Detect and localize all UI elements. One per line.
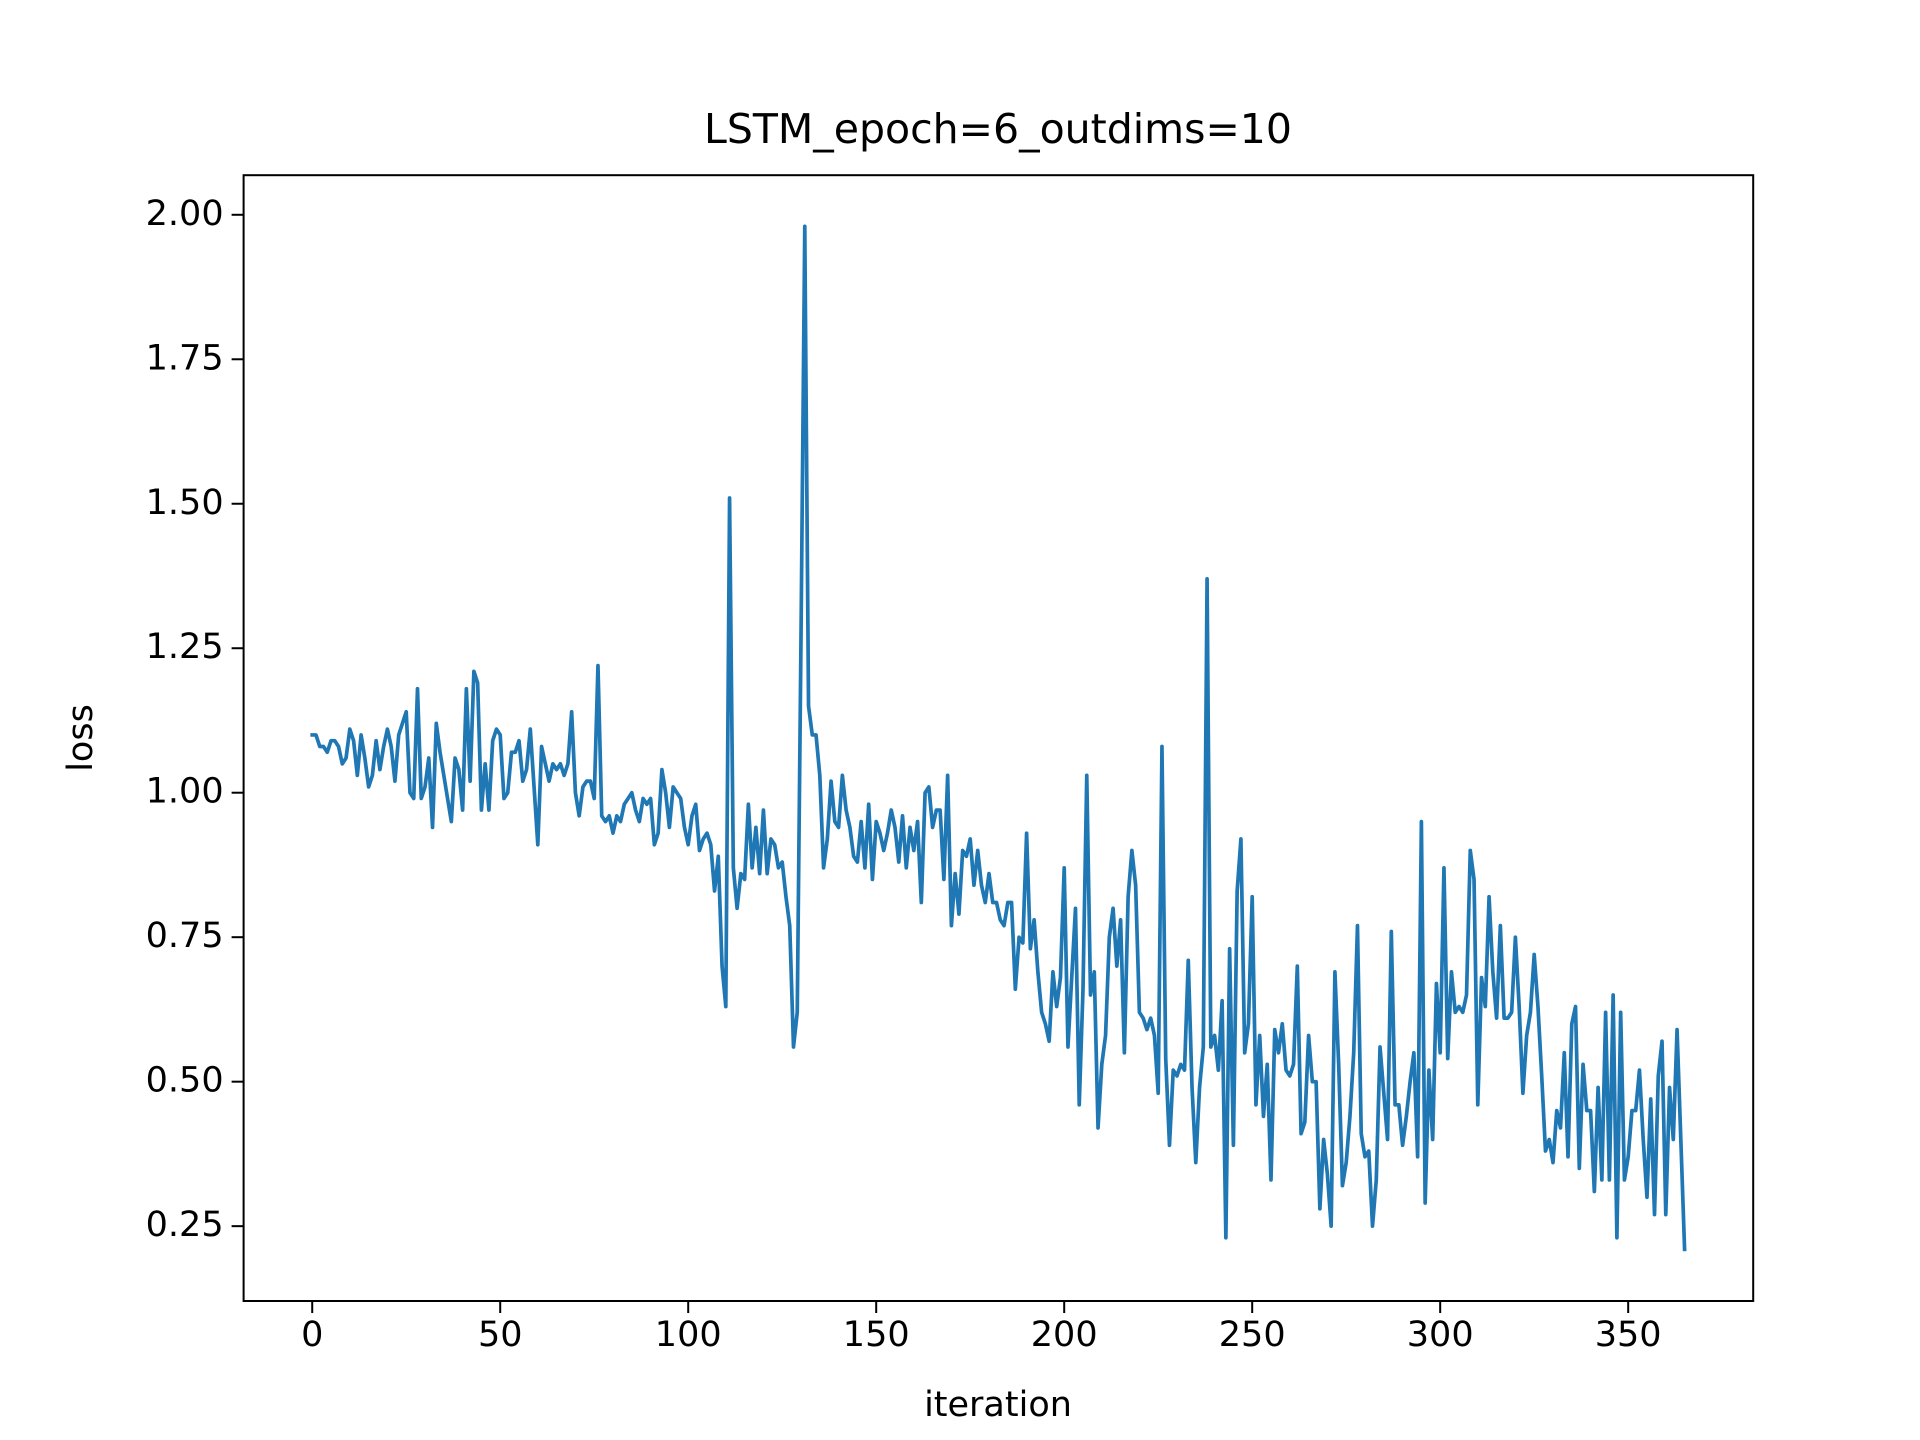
x-tick-label: 250	[1219, 1315, 1286, 1355]
y-axis-label: loss	[61, 704, 101, 772]
y-tick-label: 0.50	[146, 1061, 224, 1101]
x-tick-label: 0	[301, 1315, 323, 1355]
chart-title: LSTM_epoch=6_outdims=10	[704, 105, 1292, 153]
x-tick-label: 50	[478, 1315, 523, 1355]
x-tick-label: 300	[1407, 1315, 1474, 1355]
loss-line	[310, 224, 1687, 1252]
y-tick-label: 0.75	[146, 916, 224, 956]
x-tick-label: 200	[1031, 1315, 1098, 1355]
x-tick-label: 100	[655, 1315, 722, 1355]
x-axis-label: iteration	[924, 1385, 1072, 1425]
plot-frame	[242, 174, 1755, 1303]
y-tick-label: 1.00	[146, 772, 224, 812]
y-tick-label: 2.00	[146, 194, 224, 234]
y-tick-label: 0.25	[146, 1205, 224, 1245]
x-tick-label: 150	[843, 1315, 910, 1355]
y-tick-label: 1.50	[146, 483, 224, 523]
x-tick-label: 350	[1595, 1315, 1662, 1355]
y-tick-label: 1.25	[146, 627, 224, 667]
y-tick-label: 1.75	[146, 338, 224, 378]
